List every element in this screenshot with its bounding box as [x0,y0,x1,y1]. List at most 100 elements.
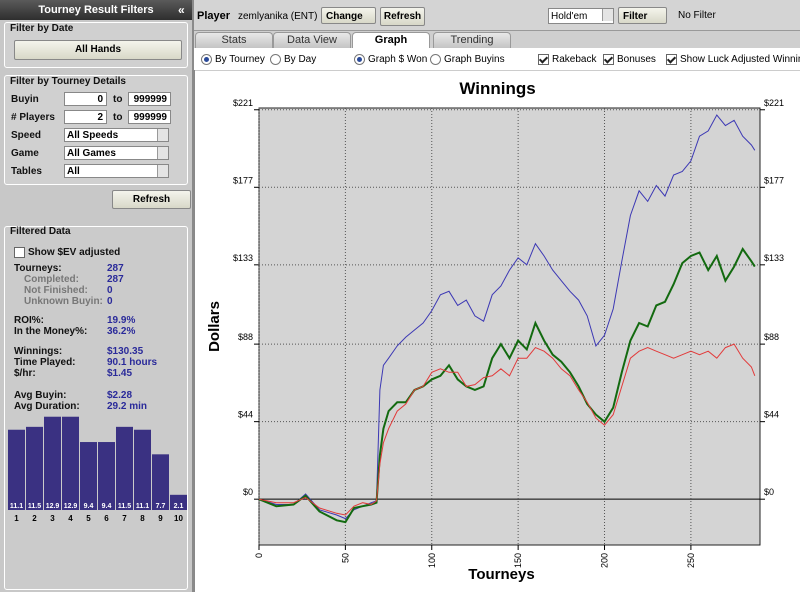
player-name: zemlyanika (ENT) [238,11,318,22]
section-title: Filtered Data [10,226,71,237]
stat-value: 19.9% [107,315,136,326]
field-label: Speed [11,130,42,141]
tab[interactable]: Graph [352,32,430,48]
stat-value: $1.45 [107,368,133,379]
stat-label: Avg Duration: [14,401,80,412]
stat-label: $/hr: [14,368,36,379]
bar-label: 2.1 [174,503,184,510]
players-from[interactable]: 2 [64,110,107,124]
filter-button[interactable]: Filter [618,7,667,24]
checkbox[interactable] [666,54,677,65]
buyin-histogram: 11.1 1 11.5 2 12.9 3 12.9 4 9.4 5 9.4 6 11.5 7 11.1 8 7.… [8,416,187,523]
radio-button[interactable] [354,54,365,65]
game-select[interactable]: All Games [64,146,169,160]
tab[interactable]: Stats [195,32,273,48]
stat-value: 0 [107,296,113,307]
bar [98,442,115,510]
bar-label: 7.7 [156,503,166,510]
collapse-button[interactable]: « [178,3,185,17]
checkbox[interactable] [538,54,549,65]
stat-value: 36.2% [107,326,136,337]
checkbox-label: Show $EV adjusted [28,247,121,258]
buyin-to[interactable]: 999999 [128,92,171,106]
bar [44,416,61,510]
player-label: Player [197,10,231,22]
radio-button[interactable] [430,54,441,65]
series-line [258,343,756,516]
speed-select[interactable]: All Speeds [64,128,169,142]
ev-checkbox[interactable] [14,247,25,258]
x-tick-label: 7 [122,514,127,523]
tab[interactable]: Trending [433,32,511,48]
stat-label: Completed: [24,274,79,285]
stat-value: 90.1 hours [107,357,158,368]
x-tick-label: 0 [254,553,264,558]
refresh-button[interactable]: Refresh [112,190,191,209]
field-label: Buyin [11,94,39,105]
x-tick-label: 8 [140,514,145,523]
x-tick-label: 200 [600,553,610,568]
x-tick-label: 4 [68,514,73,523]
stat-label: ROI%: [14,315,44,326]
stat-label: Unknown Buyin: [24,296,103,307]
bar [8,429,25,510]
radio-button[interactable] [270,54,281,65]
bar [170,494,187,510]
tab[interactable]: Data View [273,32,351,48]
stat-value: $2.28 [107,390,133,401]
bar [80,442,97,510]
x-tick-label: 10 [174,514,183,523]
stat-value: 287 [107,274,124,285]
x-tick-label: 6 [104,514,109,523]
to-label: to [113,112,123,123]
y2-tick-label: $44 [764,410,779,420]
stat-label: Winnings: [14,346,63,357]
buyin-from[interactable]: 0 [64,92,107,106]
bar-label: 9.4 [102,503,112,510]
stat-label: In the Money%: [14,326,88,337]
all-hands-button[interactable]: All Hands [14,40,182,60]
y-tick-label: $133 [233,253,253,263]
tab-bar: Stats Data View Graph Trending [194,31,800,48]
y2-tick-label: $133 [764,253,784,263]
filtered-section [4,226,188,590]
tables-select[interactable]: All [64,164,169,178]
option-label: Show Luck Adjusted Winnings [680,54,800,65]
filter-status: No Filter [678,10,716,21]
x-tick-label: 1 [14,514,19,523]
section-title: Filter by Date [10,23,74,34]
players-to[interactable]: 999999 [128,110,171,124]
x-tick-label: 100 [427,553,437,568]
game-select[interactable]: Hold'em [548,8,614,24]
stat-value: 287 [107,263,124,274]
y2-tick-label: $88 [764,332,779,342]
stat-label: Time Played: [14,357,76,368]
option-label: By Day [284,54,317,65]
change-button[interactable]: Change [321,7,376,24]
to-label: to [113,94,123,105]
divider [194,70,195,592]
y2-tick-label: $0 [764,487,774,497]
y-tick-label: $44 [238,410,253,420]
radio-button[interactable] [201,54,212,65]
bar-label: 12.9 [46,503,60,510]
series-line [258,114,756,520]
option-label: Graph Buyins [444,54,505,65]
graph-options: By Tourney By Day Graph $ Won Graph Buyins R… [194,48,800,71]
toolbar: Player zemlyanika (ENT) Change Refresh H… [194,0,800,31]
stat-label: Avg Buyin: [14,390,67,401]
checkbox[interactable] [603,54,614,65]
bar-label: 11.1 [10,503,23,510]
chart-title: Winnings [459,79,535,98]
bar [26,426,43,510]
option-label: Rakeback [552,54,597,65]
x-tick-label: 3 [50,514,55,523]
y-tick-label: $221 [233,98,253,108]
refresh-button[interactable]: Refresh [380,7,425,26]
stat-value: 0 [107,285,113,296]
section-title: Filter by Tourney Details [10,76,126,87]
option-label: By Tourney [215,54,265,65]
field-label: Game [11,148,39,159]
bar [134,429,151,510]
